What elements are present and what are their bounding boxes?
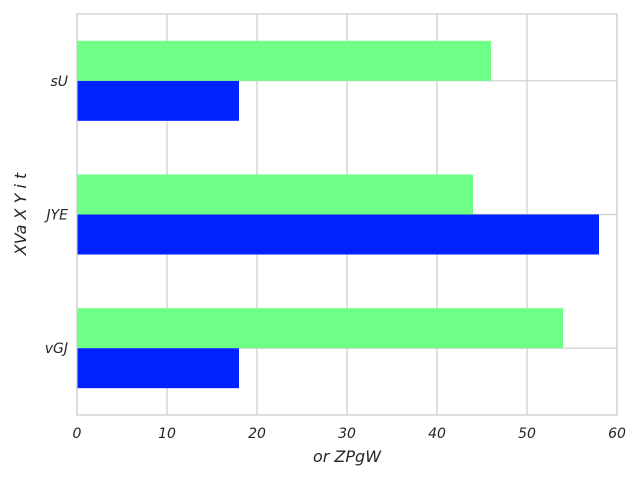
x-tick-label-6: 60 — [608, 426, 626, 442]
y-tick-label-sU: sU — [50, 74, 68, 90]
bar-series1-sU — [77, 81, 239, 121]
x-tick-label-1: 10 — [158, 426, 176, 442]
y-tick-label-JYE: JYE — [43, 208, 68, 224]
y-tick-label-vGJ: vGJ — [45, 341, 68, 357]
bar-series2-JYE — [77, 175, 473, 215]
bar-series2-sU — [77, 41, 491, 81]
bar-series2-vGJ — [77, 308, 563, 348]
y-axis-label: XVa X Y i t — [11, 172, 30, 256]
x-tick-label-3: 30 — [338, 426, 356, 442]
x-tick-label-4: 40 — [428, 426, 446, 442]
x-tick-label-2: 20 — [248, 426, 266, 442]
x-tick-label-0: 0 — [73, 426, 82, 442]
bar-series1-JYE — [77, 215, 599, 255]
x-tick-label-5: 50 — [518, 426, 536, 442]
bar-series1-vGJ — [77, 348, 239, 388]
x-axis-label: or ZPgW — [313, 447, 382, 466]
